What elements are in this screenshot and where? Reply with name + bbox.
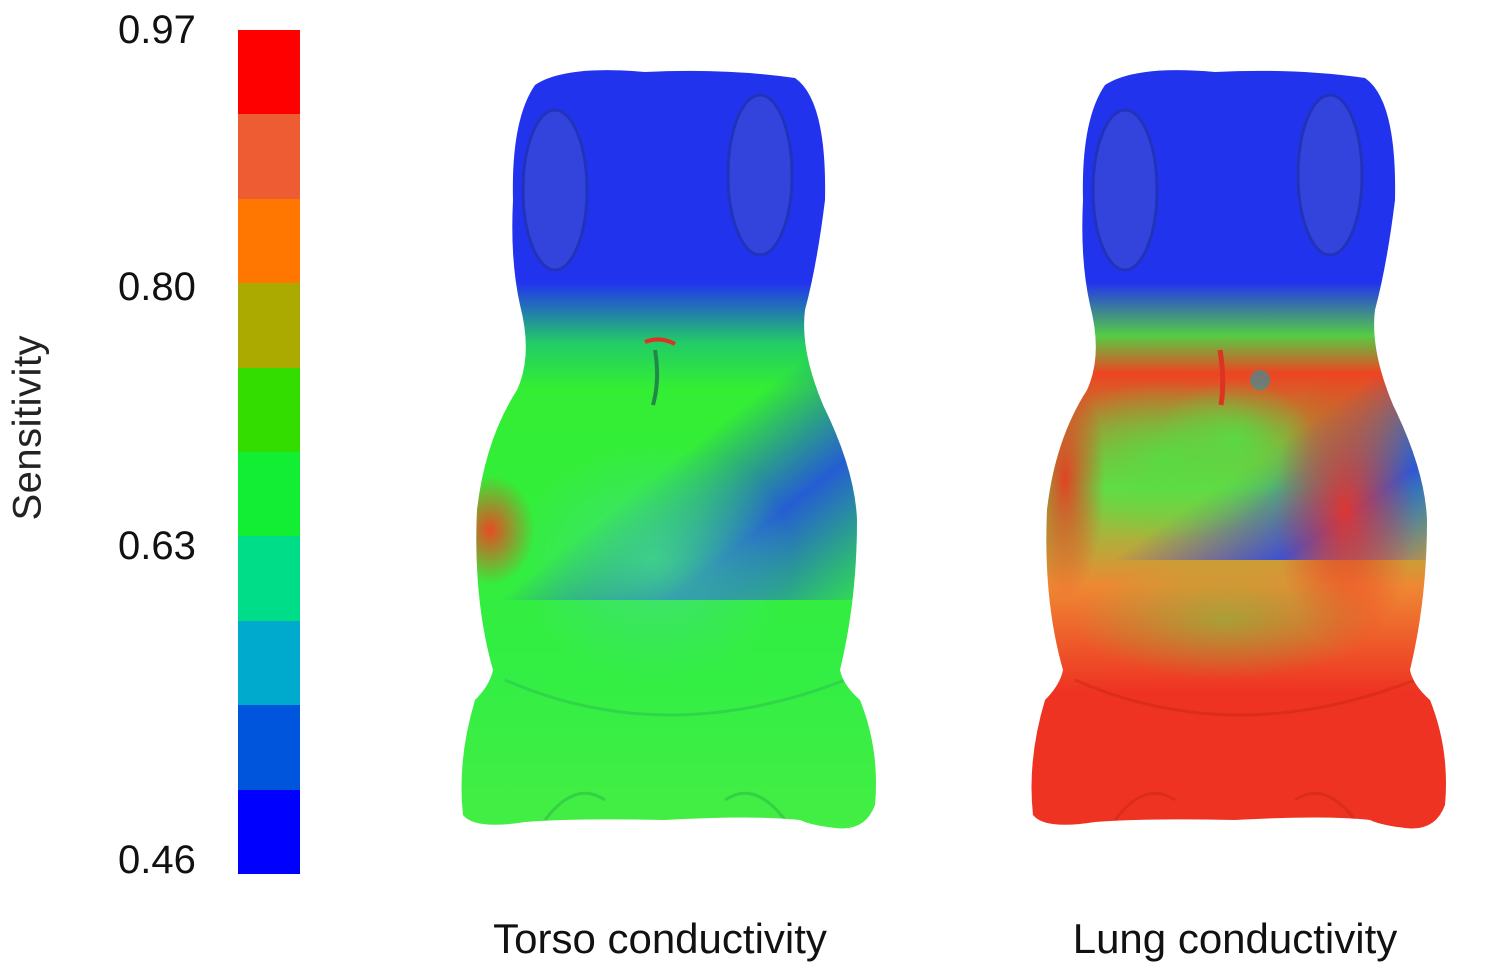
colorbar-segment-7	[238, 536, 300, 621]
colorbar-segment-8	[238, 620, 300, 706]
colorbar-segment-10	[238, 789, 300, 875]
torso-caption: Torso conductivity	[493, 915, 827, 962]
tick-label-bottom: 0.46	[118, 838, 196, 882]
left-ear	[521, 108, 589, 272]
colorbar-segment-6	[238, 452, 300, 537]
colorbar-segment-5	[238, 367, 300, 453]
colorbar-segment-9	[238, 705, 300, 790]
left-ear	[1091, 108, 1159, 272]
tick-label-upper: 0.80	[118, 265, 196, 309]
torso-conductivity-figure	[461, 70, 876, 829]
colorbar-segment-2	[238, 114, 300, 199]
tick-label-top: 0.97	[118, 8, 196, 52]
lung-conductivity-figure	[1031, 70, 1446, 829]
right-ear	[1296, 93, 1364, 257]
colorbar-segment-1	[238, 30, 300, 115]
tick-label-lower: 0.63	[118, 524, 196, 568]
sensitivity-colorbar	[238, 30, 300, 875]
right-ear	[726, 93, 794, 257]
colorbar-segment-4	[238, 283, 300, 368]
colorbar-segment-3	[238, 198, 300, 284]
lung-caption: Lung conductivity	[1072, 915, 1398, 962]
colorbar-title: Sensitivity	[5, 334, 50, 521]
